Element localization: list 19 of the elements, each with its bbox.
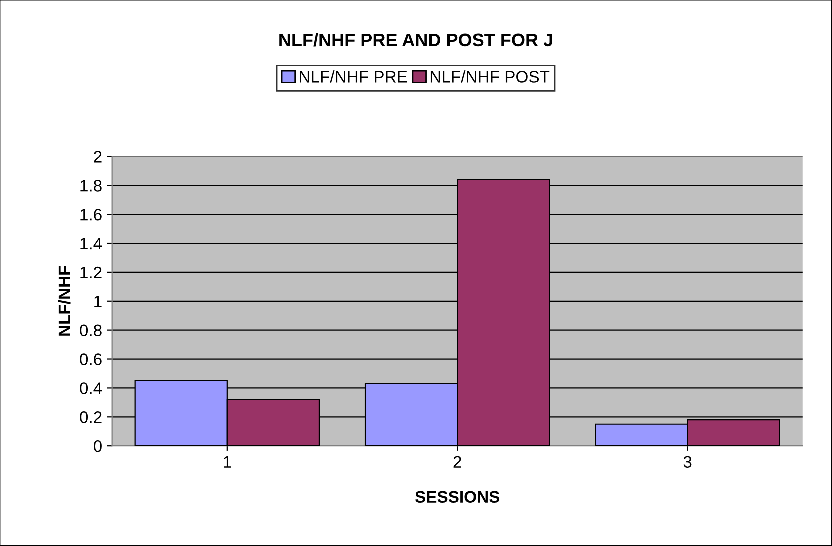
x-tick-label: 2 (454, 456, 462, 468)
x-tick-label: 1 (224, 456, 232, 468)
x-axis-title: SESSIONS (415, 491, 500, 504)
y-tick-label: 0 (94, 440, 102, 452)
y-axis-title: NLF/NHF (58, 266, 71, 336)
y-tick-label: 1.8 (80, 180, 102, 192)
x-tick-label: 3 (684, 456, 692, 468)
y-tick-label: 1.4 (80, 238, 102, 250)
legend-label: NLF/NHF POST (430, 70, 550, 83)
y-tick-label: 0.6 (80, 354, 102, 366)
y-tick-label: 1.6 (80, 208, 102, 221)
y-tick-label: 1.2 (80, 266, 102, 278)
y-tick-label: 0.4 (80, 382, 102, 394)
y-tick-label: 0.2 (80, 412, 102, 424)
chart-title: NLF/NHF PRE AND POST FOR J (280, 33, 552, 47)
y-tick-label: 0.8 (80, 324, 102, 337)
y-tick-label: 2 (94, 151, 102, 163)
y-tick-label: 1 (94, 296, 102, 308)
legend-label: NLF/NHF PRE (300, 70, 408, 83)
